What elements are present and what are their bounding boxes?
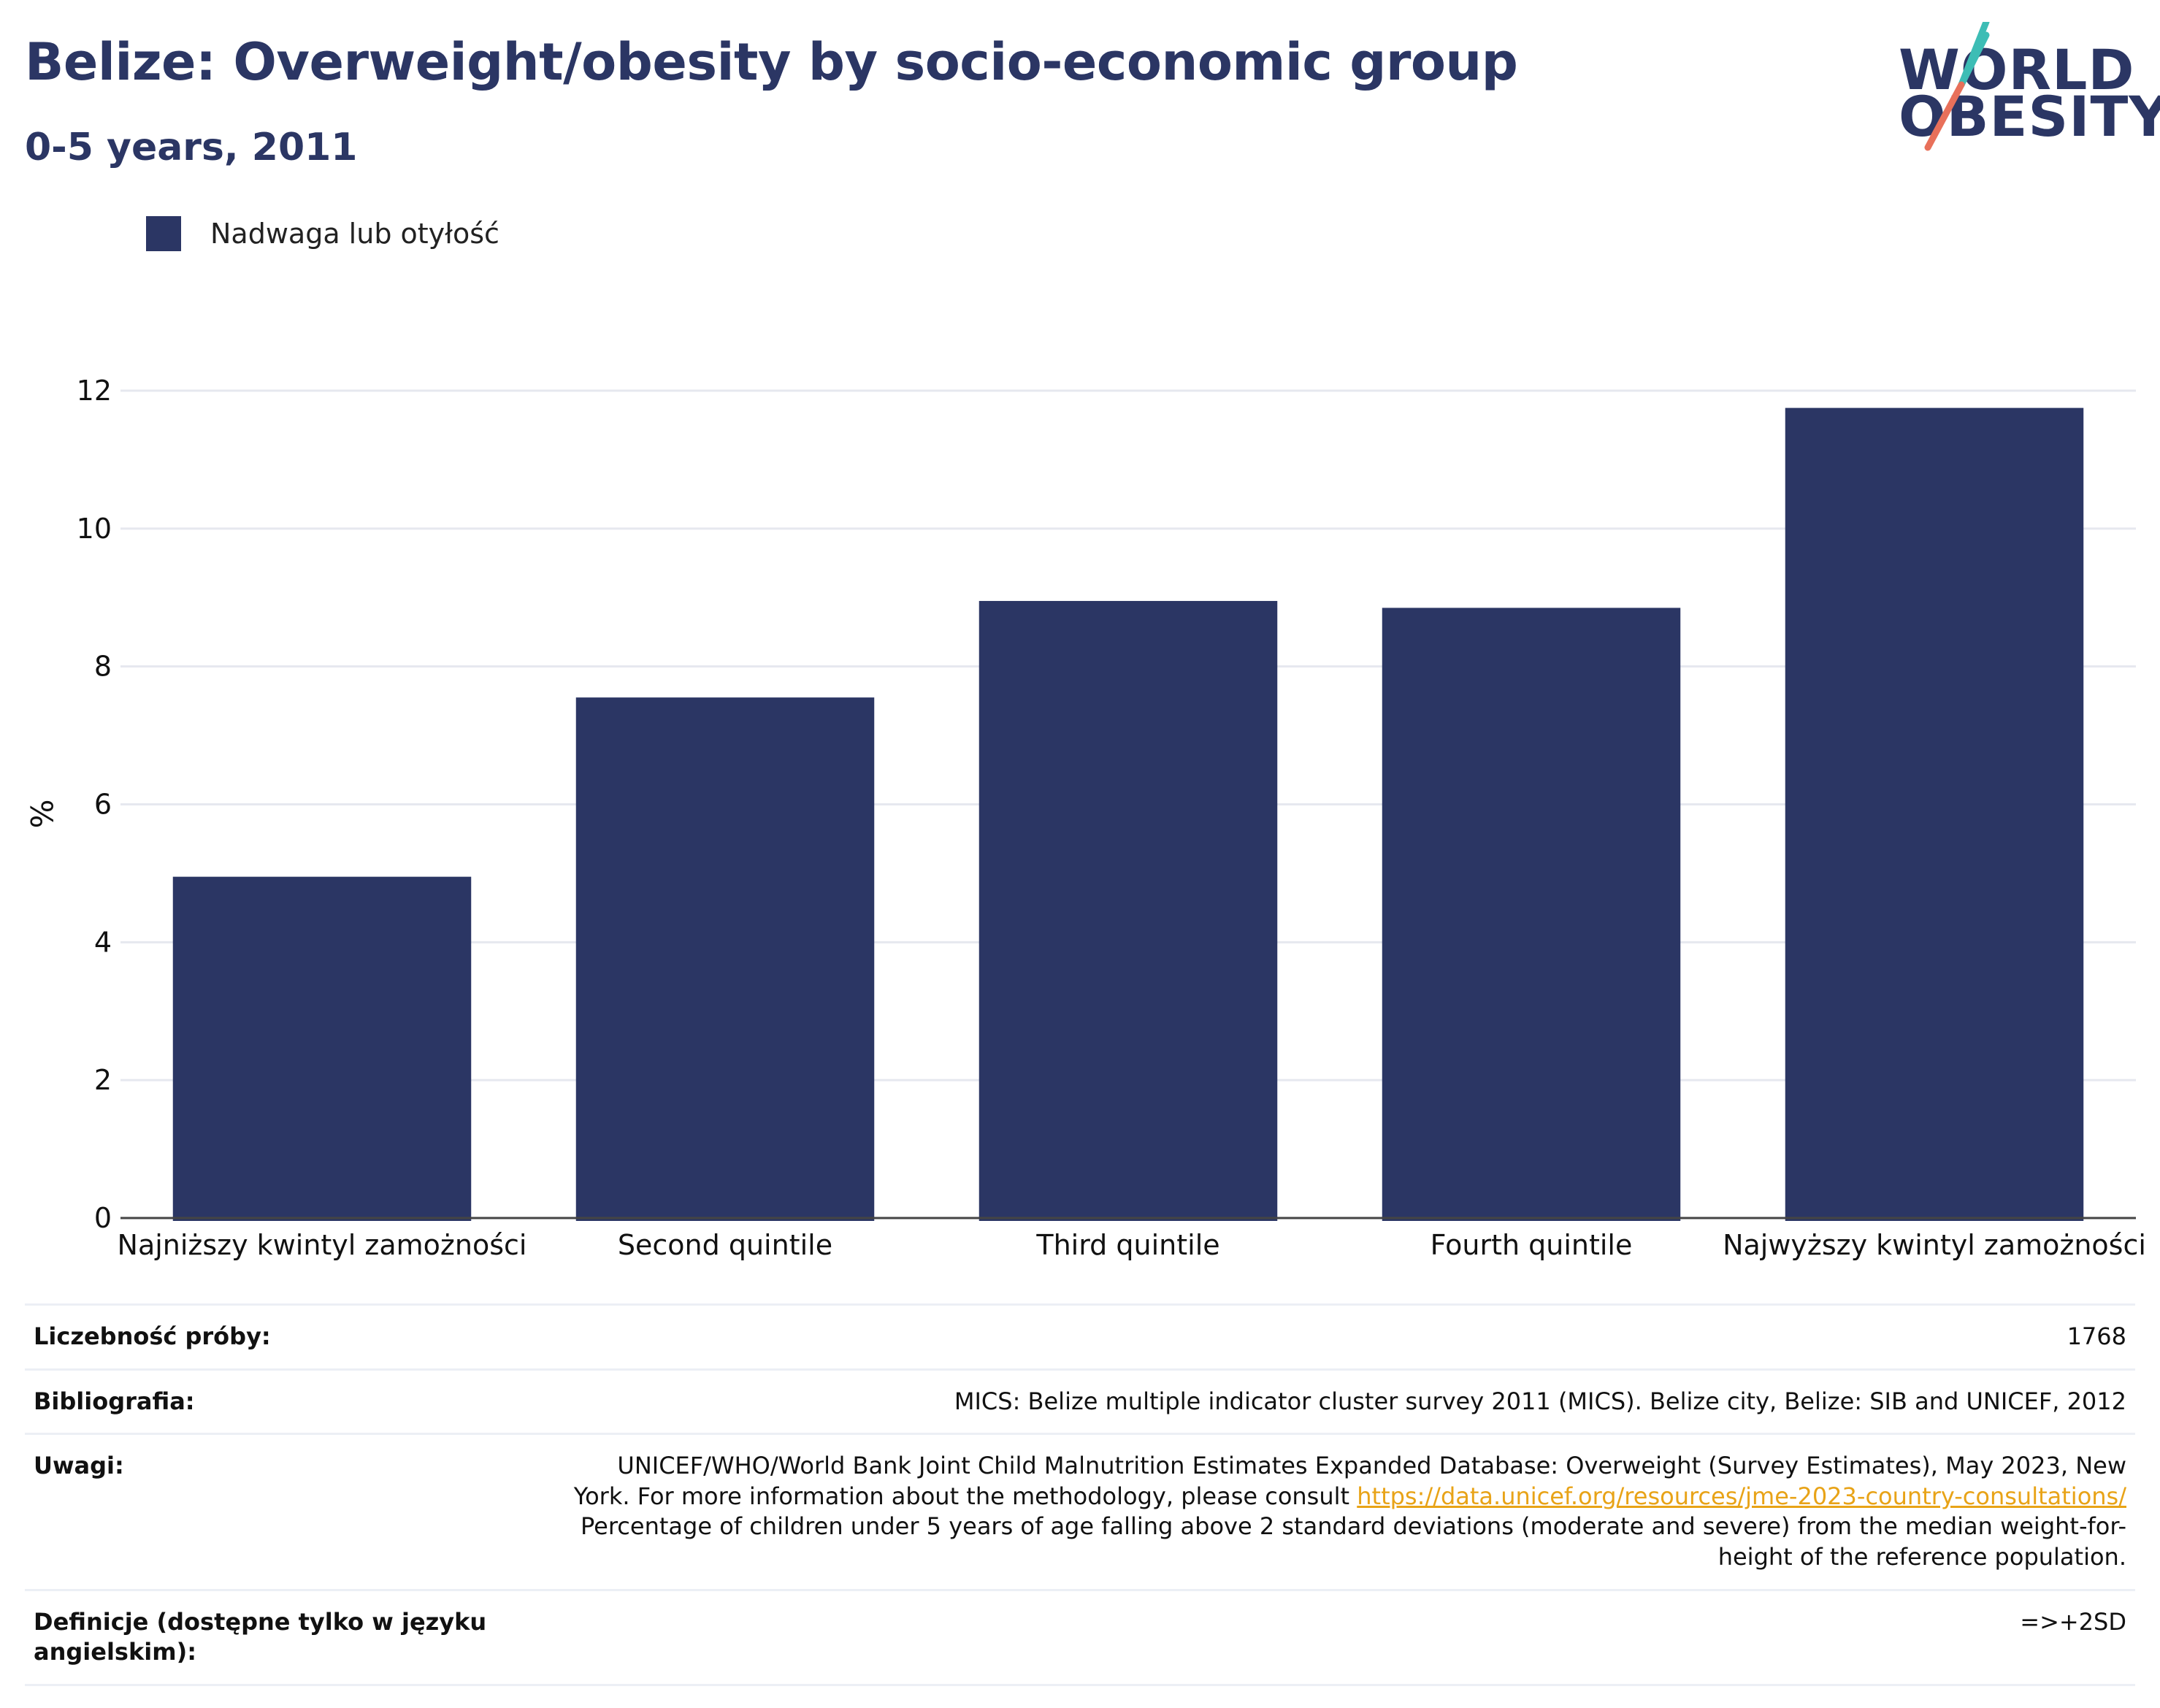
y-tick-label: 12 xyxy=(77,375,112,407)
bibliography-value: MICS: Belize multiple indicator cluster … xyxy=(554,1368,2135,1434)
chart-legend: Nadwaga lub otyłość xyxy=(146,216,499,251)
bar xyxy=(978,600,1278,1221)
info-row-sample: Liczebność próby: 1768 xyxy=(25,1303,2135,1370)
y-tick-label: 4 xyxy=(94,926,112,958)
x-tick-label: Najwyższy kwintyl zamożności xyxy=(1723,1229,2146,1261)
info-table: Liczebność próby: 1768 Bibliografia: MIC… xyxy=(25,1303,2135,1686)
chart-title: Belize: Overweight/obesity by socio-econ… xyxy=(25,32,1518,92)
notes-label: Uwagi: xyxy=(25,1433,554,1590)
info-row-notes: Uwagi: UNICEF/WHO/World Bank Joint Child… xyxy=(25,1433,2135,1590)
y-tick-label: 2 xyxy=(94,1064,112,1096)
y-tick-label: 10 xyxy=(77,513,112,545)
x-tick-label: Najniższy kwintyl zamożności xyxy=(118,1229,527,1261)
definitions-label: Definicje (dostępne tylko w języku angie… xyxy=(25,1588,554,1686)
bibliography-label: Bibliografia: xyxy=(25,1368,554,1434)
x-tick-label: Fourth quintile xyxy=(1431,1229,1633,1261)
legend-swatch xyxy=(146,216,181,251)
notes-link[interactable]: https://data.unicef.org/resources/jme-20… xyxy=(1357,1482,2126,1510)
logo-slash-icon xyxy=(1924,22,1990,151)
bar xyxy=(1785,407,2084,1221)
bar xyxy=(1382,608,1681,1221)
x-tick-label: Third quintile xyxy=(1035,1229,1219,1261)
y-tick-label: 0 xyxy=(94,1202,112,1234)
bar xyxy=(575,697,875,1221)
bar xyxy=(172,876,472,1221)
notes-definition-text: Percentage of children under 5 years of … xyxy=(581,1512,2126,1571)
notes-text: UNICEF/WHO/World Bank Joint Child Malnut… xyxy=(573,1452,2126,1510)
definitions-value: =>+2SD xyxy=(554,1588,2135,1686)
y-tick-label: 8 xyxy=(94,651,112,683)
chart-subtitle: 0-5 years, 2011 xyxy=(25,126,358,169)
sample-label: Liczebność próby: xyxy=(25,1303,554,1370)
info-row-bibliography: Bibliografia: MICS: Belize multiple indi… xyxy=(25,1368,2135,1434)
legend-label: Nadwaga lub otyłość xyxy=(210,218,499,250)
bar-chart: 0 2 4 6 8 10 12 Najniższy kwintyl zamożności Sec… xyxy=(77,375,2146,1261)
y-tick-label: 6 xyxy=(94,789,112,821)
x-tick-label: Second quintile xyxy=(618,1229,832,1261)
info-row-definitions: Definicje (dostępne tylko w języku angie… xyxy=(25,1588,2135,1686)
logo-line-1: WORLD xyxy=(1899,37,2135,102)
notes-value: UNICEF/WHO/World Bank Joint Child Malnut… xyxy=(554,1433,2135,1590)
world-obesity-logo: WORLD OBESITY xyxy=(1899,22,2160,153)
sample-value: 1768 xyxy=(554,1303,2135,1370)
